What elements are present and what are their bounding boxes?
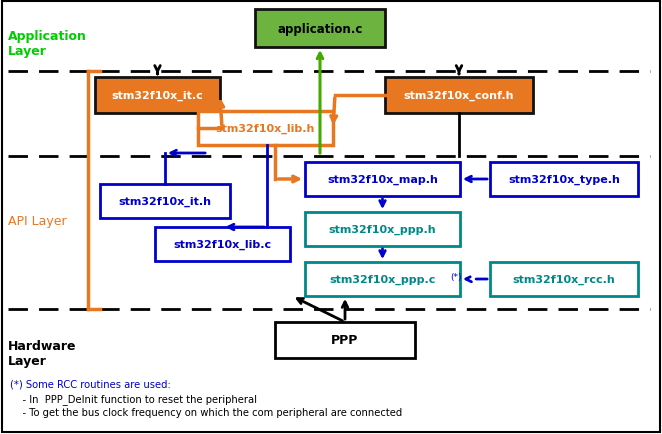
Text: application.c: application.c — [277, 23, 363, 36]
Bar — [305, 163, 460, 197]
Text: - To get the bus clock frequency on which the com peripheral are connected: - To get the bus clock frequency on whic… — [10, 407, 402, 417]
Text: (*) Some RCC routines are used:: (*) Some RCC routines are used: — [10, 379, 171, 389]
Bar — [155, 227, 290, 261]
Text: stm32f10x_it.c: stm32f10x_it.c — [112, 91, 203, 101]
Text: stm32f10x_map.h: stm32f10x_map.h — [327, 174, 438, 185]
Text: stm32f10x_type.h: stm32f10x_type.h — [508, 174, 620, 185]
Bar — [100, 184, 230, 218]
Bar — [490, 263, 638, 296]
Bar — [305, 213, 460, 247]
Bar — [275, 322, 415, 358]
Bar — [255, 10, 385, 48]
Text: (*): (*) — [450, 273, 462, 282]
Text: stm32f10x_ppp.c: stm32f10x_ppp.c — [329, 274, 436, 284]
Text: stm32f10x_ppp.h: stm32f10x_ppp.h — [329, 224, 436, 235]
Text: PPP: PPP — [331, 334, 359, 347]
Bar — [305, 263, 460, 296]
Text: stm32f10x_lib.h: stm32f10x_lib.h — [216, 124, 315, 134]
Text: stm32f10x_it.h: stm32f10x_it.h — [118, 197, 211, 207]
Bar — [198, 112, 333, 146]
Bar — [490, 163, 638, 197]
Bar — [95, 78, 220, 114]
Text: stm32f10x_conf.h: stm32f10x_conf.h — [404, 91, 514, 101]
Text: API Layer: API Layer — [8, 214, 67, 227]
Text: - In  PPP_DeInit function to reset the peripheral: - In PPP_DeInit function to reset the pe… — [10, 393, 257, 404]
Text: stm32f10x_rcc.h: stm32f10x_rcc.h — [512, 274, 616, 284]
Text: stm32f10x_lib.c: stm32f10x_lib.c — [173, 239, 271, 250]
Bar — [385, 78, 533, 114]
Text: Hardware
Layer: Hardware Layer — [8, 339, 77, 367]
Text: Application
Layer: Application Layer — [8, 30, 87, 58]
